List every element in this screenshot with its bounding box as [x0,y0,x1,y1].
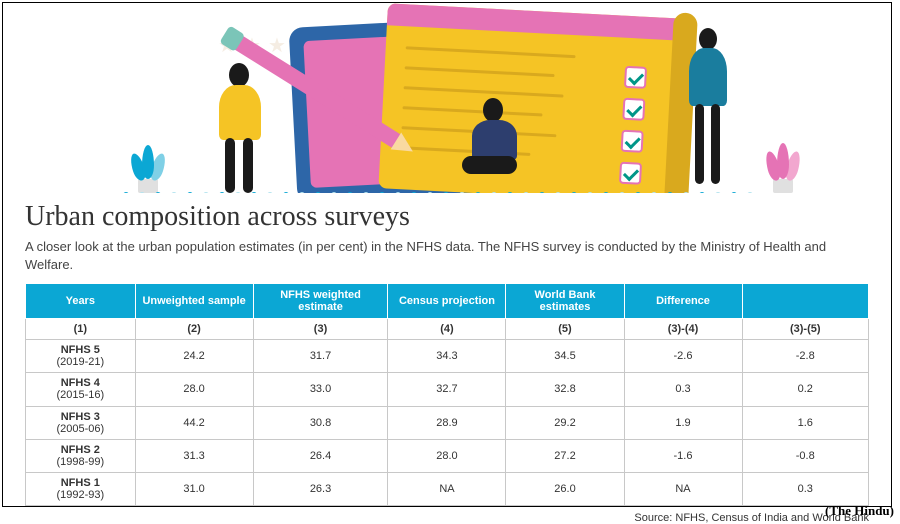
cell: 33.0 [253,373,388,406]
source-attribution: Source: NFHS, Census of India and World … [25,512,869,524]
cell: 44.2 [135,406,253,439]
cell: 0.3 [624,373,742,406]
cell: 29.2 [506,406,624,439]
cell: 1.6 [742,406,868,439]
row-label: NFHS 5(2019-21) [26,340,136,373]
article-title: Urban composition across surveys [25,201,869,233]
paper-line [404,86,564,97]
table-row: NFHS 2(1998-99) 31.3 26.4 28.0 27.2 -1.6… [26,439,869,472]
cell: NA [624,472,742,505]
col-blank [742,284,868,319]
col-census: Census projection [388,284,506,319]
cell: 34.5 [506,340,624,373]
paper-line [405,66,555,77]
colnum-5: (5) [506,319,624,340]
colnum-1: (1) [26,319,136,340]
colnum-6: (3)-(4) [624,319,742,340]
cell: 32.7 [388,373,506,406]
cell: 31.7 [253,340,388,373]
article-subtitle: A closer look at the urban population es… [25,238,869,273]
table-body: NFHS 5(2019-21) 24.2 31.7 34.3 34.5 -2.6… [26,340,869,506]
cell: -2.8 [742,340,868,373]
row-label: NFHS 1(1992-93) [26,472,136,505]
person-sitting [448,98,538,193]
table-header-row: Years Unweighted sample NFHS weighted es… [26,284,869,319]
cell: 28.0 [388,439,506,472]
table-row: NFHS 5(2019-21) 24.2 31.7 34.3 34.5 -2.6… [26,340,869,373]
colnum-4: (4) [388,319,506,340]
checkbox-icon [624,66,647,89]
checkbox-icon [621,130,644,153]
cell: -2.6 [624,340,742,373]
cell: 32.8 [506,373,624,406]
table-row: NFHS 3(2005-06) 44.2 30.8 28.9 29.2 1.9 … [26,406,869,439]
col-years: Years [26,284,136,319]
row-label: NFHS 3(2005-06) [26,406,136,439]
cell: 0.3 [742,472,868,505]
paper-line [406,46,576,58]
checkbox-icon [619,162,642,185]
cell: -0.8 [742,439,868,472]
checkbox-icon [622,98,645,121]
col-nfhs-weighted: NFHS weighted estimate [253,284,388,319]
article-frame: ★ ★ ★ 👍 👎 [2,2,892,507]
plant-right [763,133,803,193]
table-row: NFHS 4(2015-16) 28.0 33.0 32.7 32.8 0.3 … [26,373,869,406]
col-difference: Difference [624,284,742,319]
hero-illustration: ★ ★ ★ 👍 👎 [3,3,891,193]
cell: 26.3 [253,472,388,505]
cell: 28.9 [388,406,506,439]
cell: -1.6 [624,439,742,472]
cell: 27.2 [506,439,624,472]
cell: 24.2 [135,340,253,373]
table-number-row: (1) (2) (3) (4) (5) (3)-(4) (3)-(5) [26,319,869,340]
cell: 0.2 [742,373,868,406]
row-label: NFHS 2(1998-99) [26,439,136,472]
person-standing-left [193,63,283,193]
col-worldbank: World Bank estimates [506,284,624,319]
colnum-2: (2) [135,319,253,340]
row-label: NFHS 4(2015-16) [26,373,136,406]
cell: 34.3 [388,340,506,373]
cell: 30.8 [253,406,388,439]
person-standing-right [673,28,743,193]
table-row: NFHS 1(1992-93) 31.0 26.3 NA 26.0 NA 0.3 [26,472,869,505]
col-unweighted: Unweighted sample [135,284,253,319]
cell: 1.9 [624,406,742,439]
data-table: Years Unweighted sample NFHS weighted es… [25,283,869,506]
cell: 26.4 [253,439,388,472]
ground-dots [3,185,891,189]
cell: 28.0 [135,373,253,406]
cell: 26.0 [506,472,624,505]
cell: 31.0 [135,472,253,505]
cell: 31.3 [135,439,253,472]
cell: NA [388,472,506,505]
colnum-3: (3) [253,319,388,340]
colnum-7: (3)-(5) [742,319,868,340]
article-content: Urban composition across surveys A close… [3,193,891,524]
